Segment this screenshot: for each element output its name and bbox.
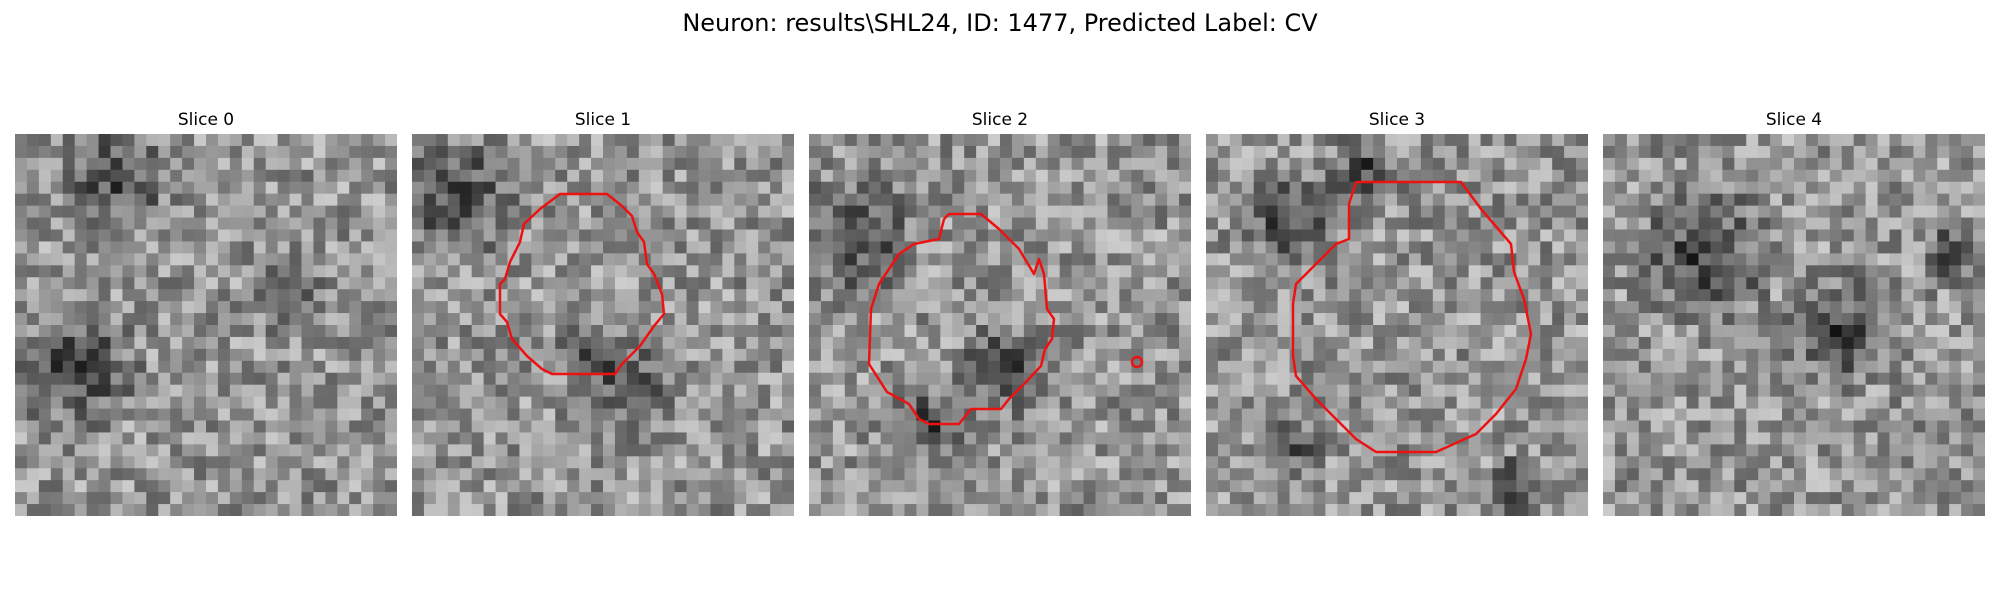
slice-image (1206, 134, 1588, 516)
slice-panel-3: Slice 3 (1206, 108, 1588, 516)
segmentation-contour (498, 192, 666, 376)
slice-image (809, 134, 1191, 516)
slice-title: Slice 4 (1765, 110, 1823, 130)
slice-panel-0: Slice 0 (15, 108, 397, 516)
contour-marker (1130, 355, 1144, 369)
slice-title: Slice 1 (574, 110, 632, 130)
slice-image (412, 134, 794, 516)
segmentation-contour (1291, 180, 1533, 454)
slice-title: Slice 3 (1368, 110, 1426, 130)
slice-image (15, 134, 397, 516)
slice-title: Slice 0 (177, 110, 235, 130)
slice-panel-2: Slice 2 (809, 108, 1191, 516)
slice-panel-4: Slice 4 (1603, 108, 1985, 516)
figure-title: Neuron: results\SHL24, ID: 1477, Predict… (682, 9, 1318, 37)
slice-title: Slice 2 (971, 110, 1029, 130)
segmentation-contour (867, 212, 1056, 426)
slice-panel-1: Slice 1 (412, 108, 794, 516)
slice-image (1603, 134, 1985, 516)
